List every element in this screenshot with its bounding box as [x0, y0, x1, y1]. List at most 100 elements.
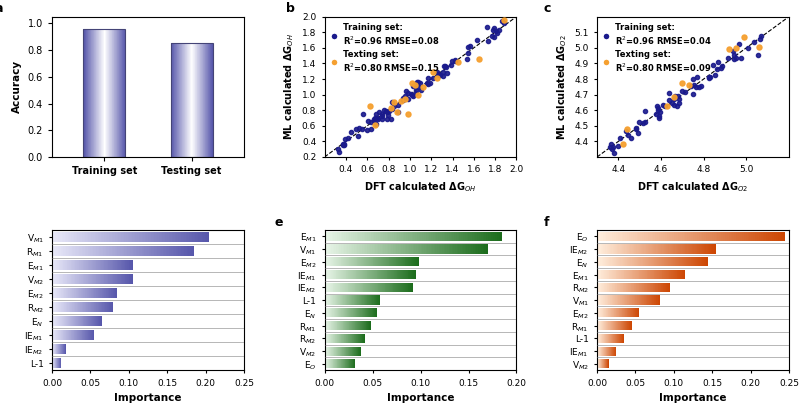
Bar: [642, 270, 643, 279]
Bar: [326, 245, 328, 254]
Bar: [53, 260, 54, 270]
Bar: [331, 245, 332, 254]
Bar: [143, 232, 145, 242]
Point: [409, 87, 422, 93]
Bar: [115, 232, 117, 242]
Bar: [679, 257, 681, 266]
Bar: [644, 257, 645, 266]
Bar: [601, 270, 602, 279]
Bar: [388, 257, 389, 266]
Bar: [681, 257, 682, 266]
Point: [461, 44, 474, 50]
Bar: [77, 260, 78, 270]
Bar: [381, 283, 382, 292]
Bar: [358, 283, 359, 292]
Bar: [609, 270, 610, 279]
Bar: [102, 260, 103, 270]
Bar: [450, 245, 452, 254]
Bar: [477, 232, 479, 241]
Point: [605, 141, 618, 147]
Bar: [74, 260, 75, 270]
Bar: [617, 270, 618, 279]
Bar: [68, 260, 69, 270]
Bar: [360, 270, 361, 279]
Bar: [343, 257, 344, 266]
Bar: [665, 257, 666, 266]
Bar: [387, 270, 388, 279]
Point: [651, 106, 664, 113]
Point: [445, 58, 458, 65]
Bar: [96, 274, 97, 284]
Bar: [188, 246, 190, 256]
Bar: [640, 232, 642, 241]
Point: [364, 103, 376, 110]
Bar: [393, 245, 395, 254]
Bar: [655, 270, 656, 279]
Bar: [672, 232, 674, 241]
Bar: [451, 232, 453, 241]
Bar: [645, 245, 646, 254]
Point: [356, 111, 369, 118]
Bar: [646, 245, 647, 254]
Point: [421, 81, 434, 87]
Bar: [124, 274, 125, 284]
Bar: [63, 274, 64, 284]
Bar: [696, 257, 697, 266]
Bar: [746, 232, 747, 241]
Point: [654, 109, 667, 115]
Point: [672, 92, 685, 99]
Bar: [66, 274, 67, 284]
Bar: [339, 257, 340, 266]
Bar: [650, 270, 651, 279]
Bar: [627, 245, 628, 254]
Bar: [399, 232, 401, 241]
Bar: [84, 260, 85, 270]
Bar: [402, 283, 403, 292]
Bar: [455, 245, 457, 254]
Bar: [625, 245, 626, 254]
Bar: [57, 232, 58, 242]
Point: [732, 40, 745, 47]
Bar: [626, 232, 627, 241]
Bar: [623, 270, 625, 279]
Bar: [673, 270, 674, 279]
Bar: [621, 270, 622, 279]
Bar: [192, 232, 194, 242]
Bar: [408, 245, 409, 254]
Bar: [635, 257, 636, 266]
Bar: [678, 257, 679, 266]
Bar: [394, 270, 395, 279]
Bar: [634, 245, 635, 254]
Y-axis label: Accuracy: Accuracy: [12, 60, 22, 114]
Bar: [615, 257, 616, 266]
Bar: [68, 232, 70, 242]
Bar: [344, 283, 345, 292]
Bar: [763, 232, 764, 241]
Bar: [377, 270, 378, 279]
Bar: [82, 260, 83, 270]
Bar: [102, 246, 103, 256]
Bar: [473, 232, 476, 241]
Bar: [372, 232, 374, 241]
Bar: [347, 283, 348, 292]
Bar: [158, 232, 159, 242]
Bar: [167, 246, 168, 256]
Bar: [370, 245, 372, 254]
Bar: [384, 257, 386, 266]
Bar: [165, 232, 167, 242]
Bar: [83, 29, 125, 157]
Bar: [333, 232, 336, 241]
Bar: [127, 260, 128, 270]
Bar: [405, 257, 406, 266]
Bar: [598, 270, 599, 279]
Bar: [147, 246, 149, 256]
Bar: [350, 283, 351, 292]
Bar: [473, 245, 475, 254]
Bar: [381, 232, 383, 241]
Point: [392, 108, 405, 115]
Bar: [150, 246, 151, 256]
Bar: [53, 274, 54, 284]
Bar: [710, 245, 711, 254]
Bar: [369, 270, 370, 279]
Bar: [750, 232, 751, 241]
